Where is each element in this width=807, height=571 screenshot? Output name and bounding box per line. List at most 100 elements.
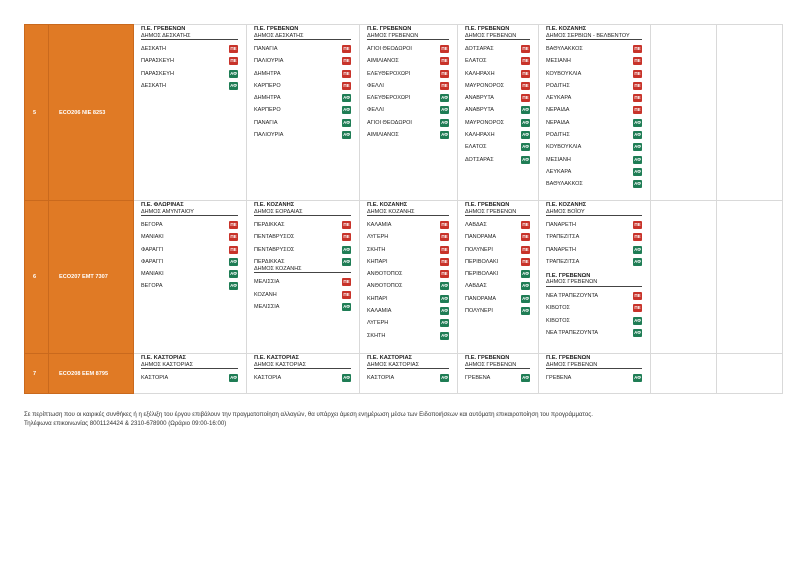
badge-pe: ΠΕ	[633, 106, 642, 115]
location-item: ΚΟΖΑΝΗ ΠΕ	[254, 289, 351, 301]
location-name: ΚΑΛΗΡΑΧΗ	[465, 70, 495, 77]
location-name: ΚΑΛΑΜΙΑ	[367, 308, 392, 315]
badge-pe: ΠΕ	[229, 220, 238, 229]
location-item: ΠΑΝΑΡΕΤΗ ΠΕ	[546, 219, 642, 231]
badge-pe: ΠΕ	[229, 44, 238, 53]
municipality-label: ΔΗΜΟΣ ΚΑΣΤΟΡΙΑΣ	[141, 361, 193, 368]
badge-af: ΑΦ	[440, 373, 449, 382]
region-label: Π.Ε. ΓΡΕΒΕΝΩΝ	[141, 26, 186, 32]
location-name: ΚΑΡΠΕΡΟ	[254, 107, 281, 114]
location-item: ΠΑΝΑΓΙΑ ΠΕ	[254, 43, 351, 55]
location-name: ΚΙΒΩΤΟΣ	[546, 317, 570, 324]
empty-day-cell	[716, 24, 783, 201]
region-label: Π.Ε. ΦΛΩΡΙΝΑΣ	[141, 202, 184, 208]
day-cell: Π.Ε. ΓΡΕΒΕΝΩΝ ΔΗΜΟΣ ΓΡΕΒΕΝΩΝ ΔΟΤΣΑΡΑΣ ΠΕ ΕΛΑ…	[457, 24, 539, 201]
badge-af: ΑΦ	[440, 282, 449, 291]
day-cell: Π.Ε. ΚΟΖΑΝΗΣ ΔΗΜΟΣ ΒΟΪΟΥ ΠΑΝΑΡΕΤΗ ΠΕ ΤΡΑΠΕΖΙ…	[538, 200, 651, 354]
location-name: ΔΕΣΚΑΤΗ	[141, 82, 167, 89]
location-item: ΝΕΑ ΤΡΑΠΕΖΟΥΝΤΑ ΠΕ	[546, 290, 642, 302]
badge-af: ΑΦ	[633, 373, 642, 382]
badge-af: ΑΦ	[229, 373, 238, 382]
badge-af: ΑΦ	[440, 294, 449, 303]
badge-pe: ΠΕ	[229, 233, 238, 242]
location-item: ΛΑΒΔΑΣ ΑΦ	[465, 280, 530, 292]
footer-phone: Τηλέφωνα επικοινωνίας 8001124424 & 2310-…	[24, 420, 227, 427]
location-name: ΠΟΛΥΝΕΡΙ	[465, 246, 493, 253]
location-item: ΓΡΕΒΕΝΑ ΑΦ	[465, 372, 530, 384]
location-name: ΠΑΝΑΓΙΑ	[254, 45, 278, 52]
badge-pe: ΠΕ	[440, 81, 449, 90]
location-item: ΑΙΜΙΛΙΑΝΟΣ ΠΕ	[367, 55, 449, 67]
route-number: 5	[24, 24, 49, 201]
location-item: ΚΑΣΤΟΡΙΑ ΑΦ	[254, 372, 351, 384]
location-item: ΦΕΛΛΙ ΑΦ	[367, 104, 449, 116]
schedule-row: 6 ECO207 ΕΜΤ 7307 Π.Ε. ΦΛΩΡΙΝΑΣ ΔΗΜΟΣ ΑΜΥΝΤ…	[24, 200, 783, 354]
empty-day-cell	[650, 353, 717, 394]
location-item: ΛΕΥΚΑΡΑ ΠΕ	[546, 92, 642, 104]
area-header: Π.Ε. ΦΛΩΡΙΝΑΣ ΔΗΜΟΣ ΑΜΥΝΤΑΙΟΥ	[141, 201, 238, 216]
municipality-label: ΔΗΜΟΣ ΚΟΖΑΝΗΣ	[254, 265, 302, 272]
day-cell: Π.Ε. ΚΑΣΤΟΡΙΑΣ ΔΗΜΟΣ ΚΑΣΤΟΡΙΑΣ ΚΑΣΤΟΡΙΑ ΑΦ	[133, 353, 247, 394]
badge-pe: ΠΕ	[521, 245, 530, 254]
location-name: ΜΑΝΙΑΚΙ	[141, 271, 164, 278]
location-name: ΚΟΥΒΟΥΚΛΙΑ	[546, 70, 582, 77]
badge-af: ΑΦ	[521, 143, 530, 152]
area-header: Π.Ε. ΚΟΖΑΝΗΣ ΔΗΜΟΣ ΒΟΪΟΥ	[546, 201, 642, 216]
day-cell: Π.Ε. ΓΡΕΒΕΝΩΝ ΔΗΜΟΣ ΔΕΣΚΑΤΗΣ ΔΕΣΚΑΤΗ ΠΕ ΠΑΡΑ…	[133, 24, 247, 201]
badge-af: ΑΦ	[633, 245, 642, 254]
municipality-label: ΔΗΜΟΣ ΔΕΣΚΑΤΗΣ	[141, 32, 191, 39]
location-name: ΚΙΒΩΤΟΣ	[546, 305, 570, 312]
location-item: ΜΑΝΙΑΚΙ ΑΦ	[141, 268, 238, 280]
badge-pe: ΠΕ	[521, 94, 530, 103]
badge-pe: ΠΕ	[521, 81, 530, 90]
badge-af: ΑΦ	[229, 282, 238, 291]
region-label: Π.Ε. ΓΡΕΒΕΝΩΝ	[465, 355, 510, 361]
badge-af: ΑΦ	[342, 118, 351, 127]
location-name: ΛΕΥΚΑΡΑ	[546, 95, 572, 102]
badge-pe: ΠΕ	[521, 220, 530, 229]
location-name: ΠΑΝΑΓΙΑ	[254, 119, 278, 126]
location-item: ΛΑΒΔΑΣ ΠΕ	[465, 219, 530, 231]
location-item: ΒΕΓΟΡΑ ΠΕ	[141, 219, 238, 231]
location-name: ΔΟΤΣΑΡΑΣ	[465, 45, 494, 52]
location-item: ΛΥΓΕΡΗ ΑΦ	[367, 317, 449, 329]
badge-pe: ΠΕ	[342, 81, 351, 90]
location-name: ΚΑΣΤΟΡΙΑ	[367, 374, 395, 381]
location-item: ΝΕΡΑΙΔΑ ΑΦ	[546, 117, 642, 129]
location-item: ΔΗΜΗΤΡΑ ΠΕ	[254, 67, 351, 79]
location-name: ΚΑΛΗΡΑΧΗ	[465, 132, 495, 139]
location-item: ΠΟΛΥΝΕΡΙ ΠΕ	[465, 243, 530, 255]
municipality-label: ΔΗΜΟΣ ΣΕΡΒΙΩΝ - ΒΕΛΒΕΝΤΟΥ	[546, 32, 630, 39]
badge-af: ΑΦ	[633, 180, 642, 189]
schedule-table: 5 ECO206 ΝΙΕ 8253 Π.Ε. ΓΡΕΒΕΝΩΝ ΔΗΜΟΣ ΔΕΣΚΑ…	[24, 24, 783, 394]
location-name: ΑΝΘΟΤΟΠΟΣ	[367, 283, 403, 290]
area-header: Π.Ε. ΚΟΖΑΝΗΣ ΔΗΜΟΣ ΣΕΡΒΙΩΝ - ΒΕΛΒΕΝΤΟΥ	[546, 25, 642, 40]
route-number: 6	[24, 200, 49, 354]
location-item: ΔΕΣΚΑΤΗ ΑΦ	[141, 80, 238, 92]
location-item: ΚΙΒΩΤΟΣ ΑΦ	[546, 314, 642, 326]
badge-af: ΑΦ	[342, 303, 351, 312]
location-name: ΝΕΑ ΤΡΑΠΕΖΟΥΝΤΑ	[546, 292, 599, 299]
location-name: ΒΕΓΟΡΑ	[141, 283, 163, 290]
badge-af: ΑΦ	[521, 106, 530, 115]
location-item: ΠΕΡΙΒΟΛΑΚΙ ΑΦ	[465, 268, 530, 280]
location-name: ΚΟΥΒΟΥΚΛΙΑ	[546, 144, 582, 151]
location-name: ΑΙΜΙΛΙΑΝΟΣ	[367, 132, 399, 139]
municipality-label: ΔΗΜΟΣ ΓΡΕΒΕΝΩΝ	[546, 279, 598, 286]
location-item: ΠΑΝΑΓΙΑ ΑΦ	[254, 117, 351, 129]
location-name: ΕΛΑΤΟΣ	[465, 144, 487, 151]
location-item: ΑΝΑΒΡΥΤΑ ΑΦ	[465, 104, 530, 116]
location-item: ΚΑΡΠΕΡΟ ΠΕ	[254, 80, 351, 92]
location-item: ΒΕΓΟΡΑ ΑΦ	[141, 280, 238, 292]
location-name: ΤΡΑΠΕΖΙΤΣΑ	[546, 258, 580, 265]
empty-day-cell	[716, 353, 783, 394]
location-name: ΔΟΤΣΑΡΑΣ	[465, 156, 494, 163]
location-item: ΚΗΠΑΡΙ ΑΦ	[367, 293, 449, 305]
location-item: ΚΑΛΑΜΙΑ ΠΕ	[367, 219, 449, 231]
location-name: ΜΕΣΙΑΝΗ	[546, 58, 571, 65]
location-item: ΚΟΥΒΟΥΚΛΙΑ ΠΕ	[546, 67, 642, 79]
badge-pe: ΠΕ	[440, 233, 449, 242]
region-label: Π.Ε. ΚΑΣΤΟΡΙΑΣ	[141, 355, 186, 361]
badge-af: ΑΦ	[229, 257, 238, 266]
location-name: ΠΑΡΑΣΚΕΥΗ	[141, 58, 174, 65]
